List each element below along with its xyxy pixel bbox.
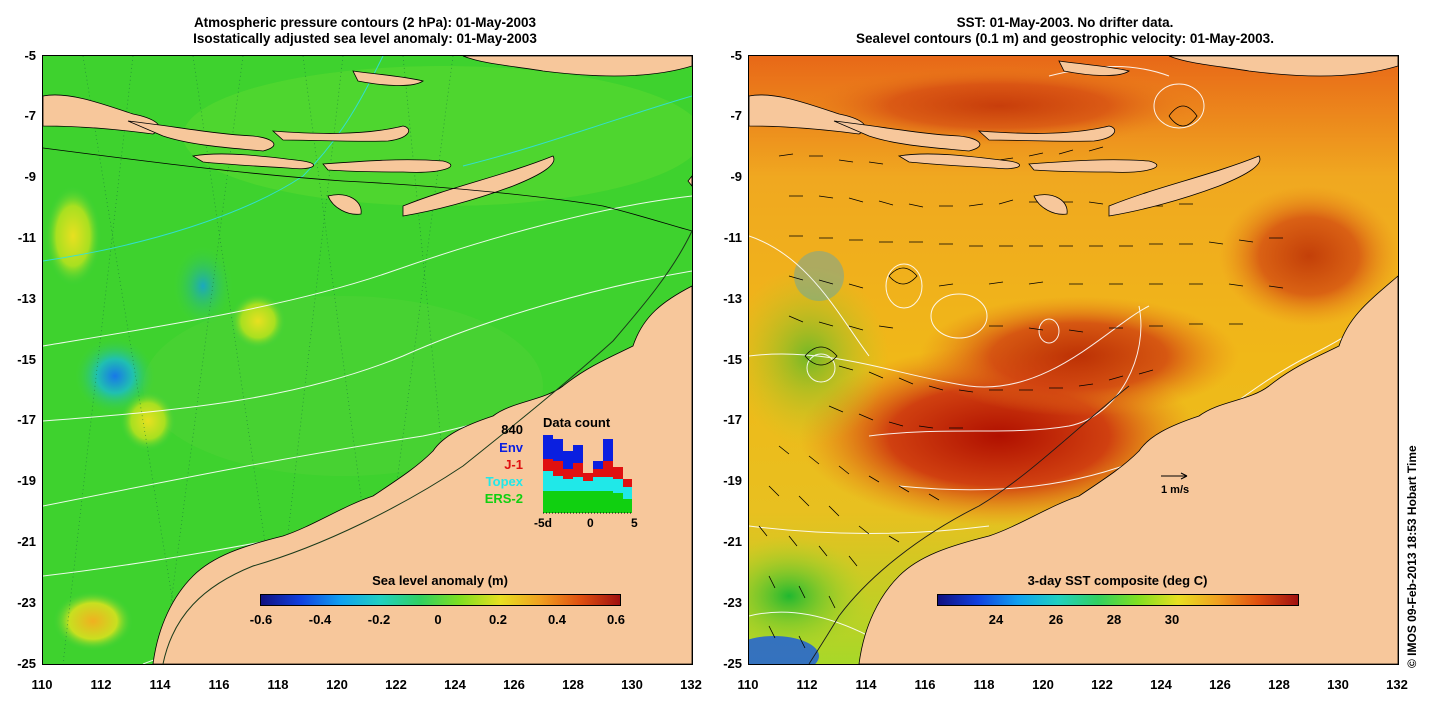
- right-y-tick: -13: [723, 291, 742, 306]
- right-y-tick: -19: [723, 473, 742, 488]
- right-x-tick: 126: [1209, 677, 1231, 692]
- left-map[interactable]: 840 Env J-1 Topex ERS-2 Data count -5d 0…: [42, 55, 693, 665]
- right-y-tick: -21: [723, 534, 742, 549]
- bar-9: [623, 479, 632, 513]
- left-x-tick: 132: [680, 677, 702, 692]
- left-colorbar-title: Sea level anomaly (m): [372, 573, 508, 588]
- left-cb-tick-1: -0.6: [249, 612, 273, 627]
- right-x-tick: 112: [796, 677, 818, 692]
- right-title-line1: SST: 01-May-2003. No drifter data.: [956, 15, 1174, 30]
- right-x-tick: 124: [1150, 677, 1172, 692]
- right-x-tick: 114: [855, 677, 877, 692]
- right-y-tick: -17: [723, 412, 742, 427]
- left-colorbar: [260, 594, 621, 606]
- right-map[interactable]: 1 m/s 3-day SST composite (deg C) 24 26 …: [748, 55, 1399, 665]
- right-y-tick: -7: [730, 108, 742, 123]
- left-x-tick: 128: [562, 677, 584, 692]
- left-y-tick: -21: [17, 534, 36, 549]
- left-x-tick: 112: [90, 677, 112, 692]
- data-count-chart: [543, 435, 633, 514]
- left-y-tick: -5: [24, 48, 36, 63]
- bar-3: [563, 451, 573, 513]
- left-x-tick: 130: [621, 677, 643, 692]
- right-x-tick: 132: [1386, 677, 1408, 692]
- left-title-line1: Atmospheric pressure contours (2 hPa): 0…: [193, 15, 537, 30]
- right-cb-tick-2: 26: [1048, 612, 1064, 627]
- left-y-tick: -9: [24, 169, 36, 184]
- legend-ers2: ERS-2: [484, 491, 523, 506]
- bar-1: [543, 435, 553, 513]
- right-x-tick: 118: [973, 677, 995, 692]
- left-y-tick: -7: [24, 108, 36, 123]
- sla-map-graphic: [43, 56, 692, 664]
- data-count-title: Data count: [543, 415, 611, 430]
- right-cb-tick-4: 30: [1164, 612, 1180, 627]
- data-count-tick-end: 5: [631, 516, 638, 530]
- left-x-tick: 124: [444, 677, 466, 692]
- right-y-tick: -9: [730, 169, 742, 184]
- left-x-tick: 126: [503, 677, 525, 692]
- legend-topex: Topex: [485, 474, 523, 489]
- right-x-tick: 128: [1268, 677, 1290, 692]
- right-x-tick: 116: [914, 677, 936, 692]
- left-x-tick: 110: [31, 677, 53, 692]
- bar-6: [593, 461, 603, 513]
- right-cb-tick-3: 28: [1106, 612, 1122, 627]
- left-y-tick: -19: [17, 473, 36, 488]
- left-x-tick: 116: [208, 677, 230, 692]
- legend-j1: J-1: [504, 457, 523, 472]
- bar-8: [613, 467, 623, 513]
- bar-2: [553, 439, 563, 513]
- left-y-tick: -17: [17, 412, 36, 427]
- velocity-scale-label: 1 m/s: [1161, 484, 1190, 496]
- left-cb-tick-2: -0.4: [308, 612, 332, 627]
- bar-7: [603, 439, 613, 513]
- right-cb-tick-1: 24: [988, 612, 1004, 627]
- right-colorbar: [937, 594, 1299, 606]
- left-title-line2: Isostatically adjusted sea level anomaly…: [193, 31, 537, 46]
- left-x-tick: 114: [149, 677, 171, 692]
- right-y-tick: -11: [723, 230, 742, 245]
- right-y-tick: -5: [730, 48, 742, 63]
- legend-count: 840: [501, 422, 523, 437]
- sst-map-graphic: [749, 56, 1398, 664]
- right-y-tick: -15: [723, 352, 742, 367]
- left-y-tick: -11: [17, 230, 36, 245]
- left-cb-tick-6: 0.4: [547, 612, 567, 627]
- data-count-tick-zero: 0: [587, 516, 594, 530]
- right-title-line2: Sealevel contours (0.1 m) and geostrophi…: [856, 31, 1274, 46]
- left-cb-tick-5: 0.2: [488, 612, 508, 627]
- left-cb-tick-7: 0.6: [606, 612, 626, 627]
- left-x-tick: 122: [385, 677, 407, 692]
- bar-4: [573, 445, 583, 513]
- right-x-tick: 110: [737, 677, 759, 692]
- left-y-tick: -15: [17, 352, 36, 367]
- right-y-tick: -25: [723, 656, 742, 671]
- right-x-tick: 130: [1327, 677, 1349, 692]
- left-cb-tick-3: -0.2: [367, 612, 391, 627]
- right-colorbar-title: 3-day SST composite (deg C): [1027, 573, 1208, 588]
- left-y-tick: -13: [17, 291, 36, 306]
- bar-5: [583, 473, 593, 513]
- left-x-tick: 118: [267, 677, 289, 692]
- scale-arrow: [1161, 472, 1188, 480]
- left-cb-tick-4: 0: [434, 612, 442, 627]
- left-y-tick: -25: [17, 656, 36, 671]
- right-y-tick: -23: [723, 595, 742, 610]
- right-x-tick: 120: [1032, 677, 1054, 692]
- right-x-tick: 122: [1091, 677, 1113, 692]
- copyright-label: © IMOS 09-Feb-2013 18:53 Hobart Time: [1405, 445, 1419, 668]
- left-y-tick: -23: [17, 595, 36, 610]
- left-x-tick: 120: [326, 677, 348, 692]
- velocity-field: [758, 105, 1284, 649]
- legend-env: Env: [499, 440, 523, 455]
- data-count-tick-start: -5d: [534, 516, 552, 530]
